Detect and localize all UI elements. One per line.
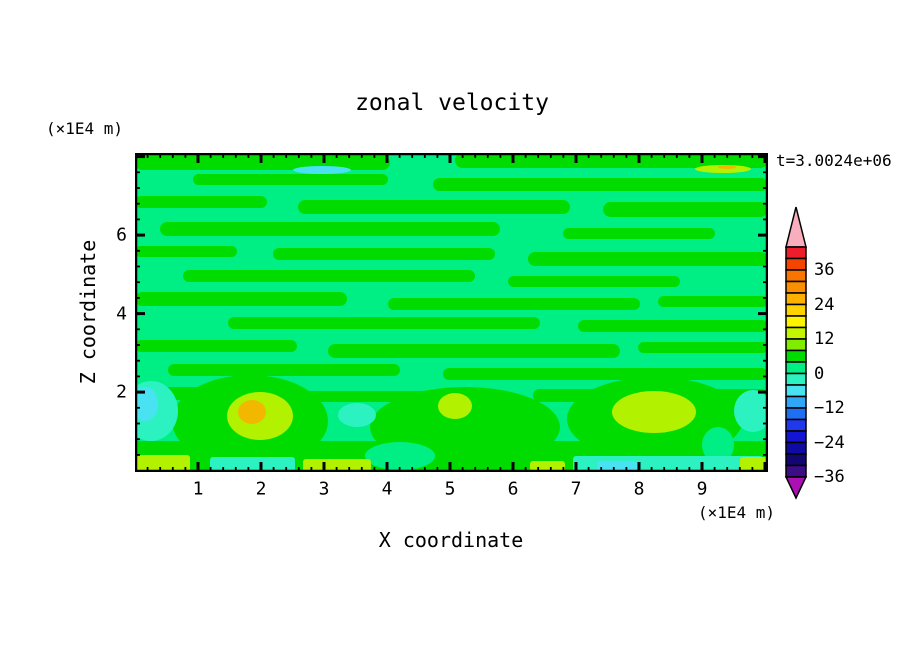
velocity-band (658, 296, 768, 307)
velocity-band (183, 270, 475, 282)
colorbar-cell (785, 384, 807, 398)
colorbar-cell (785, 464, 807, 478)
colorbar-cell (785, 361, 807, 375)
velocity-band (563, 228, 715, 239)
x-axis-unit-label: (×1E4 m) (697, 503, 775, 522)
x-tick-label: 5 (444, 478, 456, 500)
z-tick-label: 2 (116, 381, 127, 403)
velocity-band (603, 202, 768, 217)
colorbar-tick-label: −24 (814, 432, 845, 453)
velocity-anomaly (303, 459, 371, 472)
plot-frame (135, 153, 768, 472)
velocity-band (433, 178, 768, 191)
colorbar-tick-label: 24 (814, 294, 835, 315)
colorbar-cell (785, 407, 807, 421)
x-tick-label: 1 (192, 478, 204, 500)
velocity-anomaly (612, 391, 696, 433)
velocity-band (328, 344, 620, 358)
velocity-band (135, 340, 297, 352)
colorbar-cell (785, 280, 807, 294)
velocity-band (228, 317, 540, 329)
x-tick-label: 6 (507, 478, 519, 500)
colorbar-cell (785, 326, 807, 340)
colorbar-tick-label: 0 (814, 363, 825, 384)
velocity-band (193, 174, 388, 185)
colorbar-cell (785, 315, 807, 329)
velocity-band (388, 298, 640, 310)
velocity-band (508, 276, 680, 287)
colorbar-canvas (784, 206, 808, 500)
velocity-anomaly (293, 166, 351, 174)
colorbar-over-arrow (785, 206, 807, 248)
colorbar-tick-label: 36 (814, 260, 835, 280)
colorbar-cell (785, 395, 807, 409)
velocity-band (160, 222, 500, 236)
velocity-anomaly (718, 165, 736, 169)
velocity-band (638, 342, 768, 353)
velocity-band (135, 196, 267, 208)
x-tick-label: 2 (255, 478, 267, 500)
colorbar-cell (785, 430, 807, 444)
velocity-anomaly (135, 455, 190, 472)
plot-title: zonal velocity (355, 90, 549, 116)
colorbar-cell (785, 349, 807, 363)
velocity-anomaly (734, 390, 768, 432)
velocity-anomaly (238, 400, 266, 424)
colorbar-cell (785, 246, 807, 260)
contour-plot-canvas (135, 153, 768, 472)
velocity-band (298, 200, 570, 214)
x-tick-label: 4 (381, 478, 393, 500)
velocity-band (443, 368, 768, 380)
colorbar-tick-label: −12 (814, 398, 845, 418)
colorbar-cell (785, 372, 807, 386)
x-tick-label: 9 (696, 478, 708, 500)
velocity-anomaly (365, 442, 435, 470)
x-tick-label: 7 (570, 478, 582, 500)
velocity-anomaly (702, 427, 734, 463)
z-tick-label: 4 (116, 303, 127, 325)
velocity-anomaly (438, 393, 472, 419)
velocity-band (168, 364, 400, 376)
colorbar-cell (785, 338, 807, 352)
velocity-anomaly (740, 457, 768, 472)
velocity-anomaly (695, 165, 751, 173)
z-axis-title: Z coordinate (76, 239, 100, 385)
velocity-band (135, 292, 347, 306)
colorbar-cell (785, 418, 807, 432)
velocity-anomaly (338, 403, 376, 427)
colorbar-cell (785, 257, 807, 271)
velocity-band (135, 246, 237, 257)
velocity-band (578, 320, 768, 332)
contour-plot (135, 153, 768, 472)
z-tick-label: 6 (116, 224, 127, 246)
colorbar-cell (785, 269, 807, 283)
velocity-band (273, 248, 495, 260)
colorbar-cell (785, 441, 807, 455)
x-tick-label: 8 (633, 478, 645, 500)
y-axis-unit-label: (×1E4 m) (46, 119, 124, 138)
velocity-band (528, 252, 768, 266)
x-axis-title: X coordinate (378, 528, 524, 552)
colorbar-cell (785, 453, 807, 467)
colorbar-tick-label: −36 (814, 467, 845, 487)
colorbar-cell (785, 292, 807, 306)
velocity-anomaly (135, 387, 158, 421)
time-annotation: t=3.0024e+06 (776, 151, 892, 170)
colorbar (780, 200, 840, 505)
colorbar-tick-label: 12 (814, 329, 835, 349)
x-tick-label: 3 (318, 478, 330, 500)
colorbar-under-arrow (784, 476, 808, 500)
colorbar-cell (785, 303, 807, 317)
